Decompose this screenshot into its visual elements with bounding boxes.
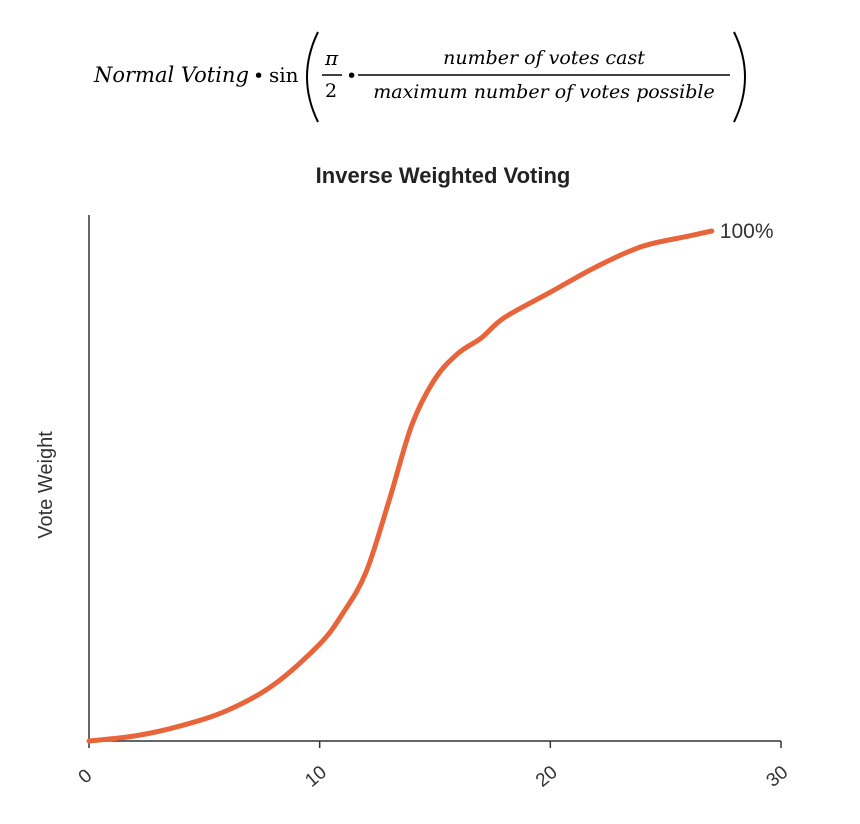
x-tick-label: 0 [75, 765, 97, 788]
series-line [86, 228, 715, 744]
formula: Normal Voting • sin π 2 • number of vote… [93, 31, 746, 123]
chart-title: Inverse Weighted Voting [316, 163, 571, 188]
right-paren [733, 31, 746, 123]
x-tick-label: 10 [301, 762, 331, 792]
constant-numerator: π [324, 46, 339, 70]
formula-function: sin [269, 63, 299, 87]
formula-term: Normal Voting [93, 63, 249, 87]
formula-operator: • [253, 65, 264, 87]
constant-denominator: 2 [325, 80, 337, 102]
y-axis-label: Vote Weight [35, 431, 57, 539]
fraction-numerator: number of votes cast [443, 47, 645, 69]
formula-operator-2: • [346, 65, 357, 87]
x-tick-label: 20 [532, 762, 562, 792]
fraction-denominator: maximum number of votes possible [373, 81, 714, 103]
end-value-label: 100% [720, 220, 774, 243]
x-tick-label: 30 [763, 762, 793, 792]
left-paren [306, 31, 319, 123]
